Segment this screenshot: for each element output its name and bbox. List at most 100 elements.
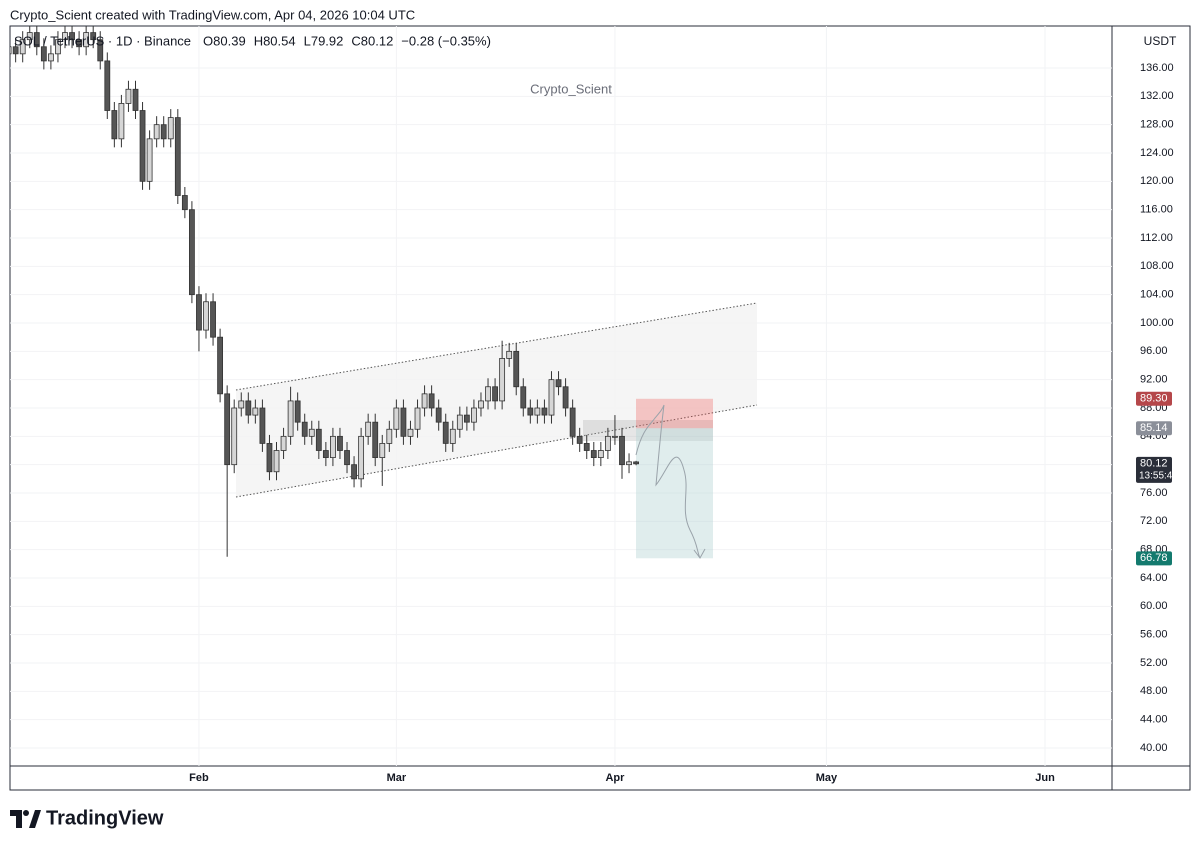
ohlc-value: C80.12 — [351, 33, 393, 48]
price-label: 66.78 — [1140, 552, 1168, 564]
candle-body — [69, 32, 75, 41]
y-tick-label: 56.00 — [1140, 629, 1168, 641]
y-tick-label: 92.00 — [1140, 374, 1168, 386]
candle-body — [534, 407, 541, 416]
candle-body — [40, 46, 47, 62]
candle-body — [506, 350, 513, 359]
candle-body — [612, 435, 618, 438]
candle-body — [76, 39, 82, 48]
candle-body — [174, 117, 181, 196]
candle-body — [294, 400, 301, 423]
y-tick-label: 132.00 — [1140, 90, 1174, 102]
candle-body — [590, 450, 597, 458]
price-label-box — [1136, 391, 1172, 406]
candle-body — [287, 400, 294, 437]
candle-body — [210, 301, 216, 338]
candle-body — [118, 103, 125, 140]
candle-body — [597, 450, 604, 458]
candle-body — [435, 407, 442, 423]
candle-body — [633, 461, 639, 465]
candle-body — [407, 428, 414, 437]
candle-body — [414, 407, 421, 430]
candle-body — [224, 393, 231, 466]
candle-body — [181, 195, 188, 211]
position-tool — [636, 398, 713, 559]
logo-dot — [23, 810, 29, 816]
channel-lower — [235, 404, 758, 498]
y-tick-label: 96.00 — [1140, 345, 1168, 357]
candle-body — [111, 110, 118, 140]
legend: SOL / TetherUS · 1D · Binance O80.39 H80.… — [14, 33, 491, 48]
candle-body — [344, 450, 350, 466]
candle-body — [583, 443, 590, 451]
candle-body — [626, 461, 632, 466]
x-tick-label: Jun — [1035, 772, 1055, 784]
candle-body — [153, 124, 160, 140]
price-axis: 40.0044.0048.0052.0056.0060.0064.0068.00… — [1136, 62, 1178, 754]
y-tick-label: 52.00 — [1140, 657, 1168, 669]
candle-body — [280, 435, 287, 451]
y-tick-label: 40.00 — [1140, 742, 1168, 754]
time-axis: Feb Mar Apr May Jun — [189, 772, 1055, 784]
candle-body — [604, 435, 611, 451]
ohlc-value: L79.92 — [304, 33, 344, 48]
candle-body — [456, 414, 463, 430]
entry-zone — [583, 420, 713, 441]
candle-body — [520, 386, 527, 409]
candle-body — [513, 350, 520, 388]
x-tick-label: May — [816, 772, 838, 784]
candle-body — [527, 407, 534, 416]
x-tick-label: Mar — [387, 772, 407, 784]
candle-body — [132, 88, 139, 111]
candle-body — [337, 435, 343, 451]
candle-body — [252, 407, 259, 416]
channel-upper — [235, 302, 758, 391]
candle-body — [478, 400, 484, 409]
candle-body — [203, 301, 209, 331]
y-tick-label: 112.00 — [1140, 232, 1173, 244]
candle-body — [55, 39, 61, 55]
candle-body — [569, 407, 576, 437]
candle-body — [146, 138, 153, 182]
candle-body — [125, 88, 132, 104]
candle-body — [97, 39, 104, 62]
candle-body — [160, 124, 167, 140]
y-tick-label: 124.00 — [1140, 147, 1174, 159]
watermark: Crypto_Scient — [530, 81, 612, 96]
candle-body — [463, 414, 470, 423]
candle-body — [562, 386, 569, 409]
candle-body — [266, 443, 273, 473]
candle-body — [322, 450, 329, 458]
candle-body — [492, 386, 498, 402]
candle-body — [33, 32, 40, 48]
candle-body — [619, 435, 625, 466]
candle-body — [365, 421, 372, 437]
candle-body — [231, 407, 238, 466]
y-tick-label: 64.00 — [1140, 572, 1168, 584]
ohlc-value: H80.54 — [254, 33, 296, 48]
candle-body — [541, 407, 548, 416]
y-tick-label: 72.00 — [1140, 515, 1168, 527]
candle-body — [372, 421, 379, 458]
candle-body — [315, 428, 322, 451]
candle-body — [386, 428, 393, 444]
candle-body — [351, 464, 357, 480]
candle-body — [196, 294, 202, 331]
x-tick-label: Feb — [189, 772, 209, 784]
candle-body — [428, 393, 435, 409]
ohlc-value: O80.39 — [203, 33, 246, 48]
candle-body — [19, 39, 26, 55]
candles — [10, 26, 639, 557]
candle-body — [217, 336, 224, 395]
y-tick-label: 60.00 — [1140, 600, 1168, 612]
price-label-box — [1136, 456, 1172, 483]
price-label: 85.14 — [1140, 422, 1168, 434]
candle-body — [485, 386, 491, 402]
candle-body — [12, 46, 19, 55]
candle-body — [238, 400, 245, 409]
candle-body — [139, 110, 146, 182]
y-tick-label: 76.00 — [1140, 487, 1168, 499]
candle-body — [26, 32, 33, 41]
price-label: 80.12 — [1140, 458, 1168, 470]
candle-body — [400, 407, 407, 437]
